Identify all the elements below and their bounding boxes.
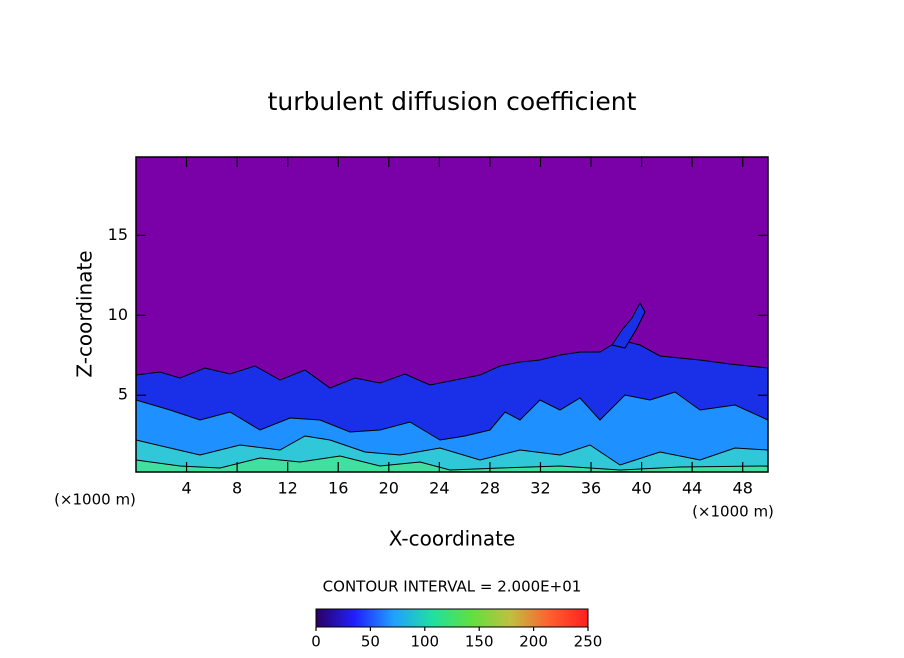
y-tick-label: 5 [118, 385, 128, 404]
colorbar-tick-label: 0 [311, 633, 321, 651]
x-tick-label: 32 [530, 479, 550, 498]
x-tick-label: 12 [278, 479, 298, 498]
x-tick-label: 20 [379, 479, 399, 498]
x-tick-label: 16 [328, 479, 348, 498]
x-tick-label: 4 [181, 479, 191, 498]
colorbar-tick-label: 100 [410, 633, 439, 651]
x-tick-label: 44 [682, 479, 702, 498]
x-tick-label: 28 [480, 479, 500, 498]
x-tick-label: 36 [581, 479, 601, 498]
colorbar-ticks: 0 50 100 150 200 250 [311, 627, 602, 651]
y-axis-title: Z-coordinate [73, 250, 97, 377]
colorbar-tick-label: 200 [519, 633, 548, 651]
y-unit-label: (×1000 m) [54, 491, 136, 509]
x-tick-label: 48 [733, 479, 753, 498]
x-tick-label: 8 [232, 479, 242, 498]
x-axis-title: X-coordinate [389, 527, 516, 551]
colorbar [315, 608, 589, 628]
colorbar-tick-label: 250 [574, 633, 603, 651]
chart-title: turbulent diffusion coefficient [268, 87, 637, 116]
y-tick-label: 10 [108, 305, 128, 324]
x-tick-label: 24 [429, 479, 449, 498]
plot-frame [135, 156, 769, 473]
colorbar-tick-label: 150 [465, 633, 494, 651]
contour-field [136, 301, 768, 472]
contour-interval-note: CONTOUR INTERVAL = 2.000E+01 [323, 578, 582, 596]
y-tick-label: 15 [108, 225, 128, 244]
x-tick-label: 40 [631, 479, 651, 498]
field-layer [611, 301, 646, 349]
field-layer [136, 455, 768, 472]
x-unit-label: (×1000 m) [692, 503, 774, 521]
colorbar-tick-label: 50 [361, 633, 380, 651]
